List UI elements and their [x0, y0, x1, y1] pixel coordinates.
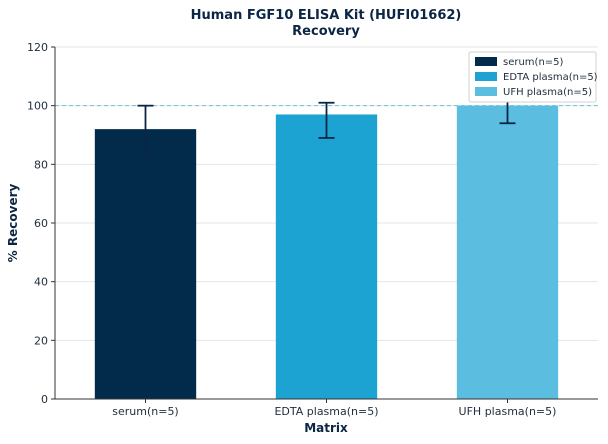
legend-swatch [475, 57, 497, 66]
x-tick-label: serum(n=5) [112, 405, 178, 418]
y-tick-label: 0 [41, 393, 48, 406]
chart-title: Human FGF10 ELISA Kit (HUFI01662) [191, 8, 462, 23]
legend-label: UFH plasma(n=5) [503, 87, 592, 98]
y-ticks: 0 20 40 60 80 100 120 [27, 41, 55, 406]
bar [94, 129, 197, 399]
bar [456, 105, 559, 400]
legend-swatch [475, 87, 497, 96]
x-tick-label: EDTA plasma(n=5) [274, 405, 378, 418]
x-axis-label: Matrix [304, 421, 348, 435]
y-tick-label: 60 [34, 217, 48, 230]
bar [275, 114, 378, 399]
legend-swatch [475, 72, 497, 81]
legend-label: EDTA plasma(n=5) [503, 72, 598, 83]
x-ticks: serum(n=5) EDTA plasma(n=5) UFH plasma(n=5… [112, 399, 556, 418]
legend-label: serum(n=5) [503, 57, 564, 68]
y-tick-label: 100 [27, 100, 48, 113]
y-tick-label: 40 [34, 276, 48, 289]
y-tick-label: 20 [34, 334, 48, 347]
y-tick-label: 80 [34, 158, 48, 171]
y-tick-label: 120 [27, 41, 48, 54]
chart-subtitle: Recovery [292, 24, 360, 39]
x-tick-label: UFH plasma(n=5) [459, 405, 557, 418]
y-axis-label: % Recovery [6, 184, 20, 263]
bars [94, 105, 559, 400]
legend: serum(n=5) EDTA plasma(n=5) UFH plasma(n=5… [468, 51, 598, 103]
legend-box [468, 51, 597, 103]
